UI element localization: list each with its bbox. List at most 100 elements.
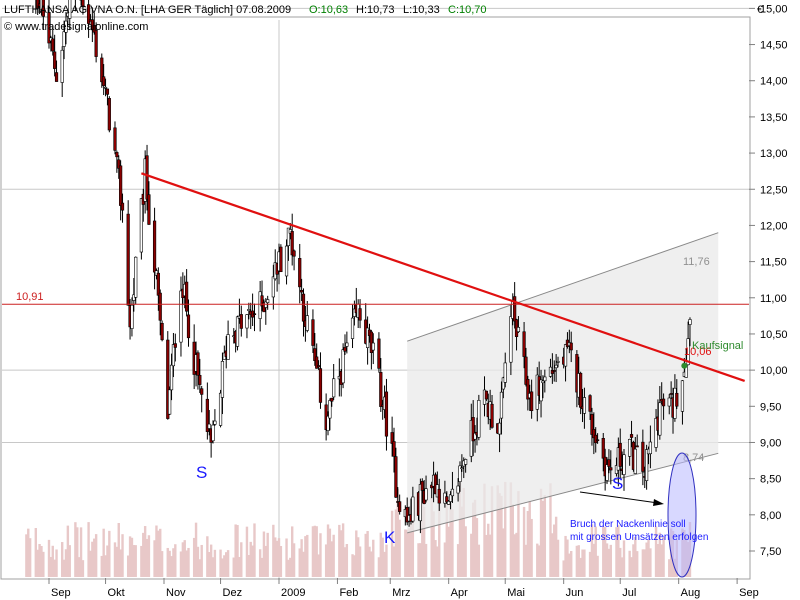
y-tick-label: 7,50 — [760, 546, 781, 558]
candle-body — [398, 501, 402, 512]
volume-bar — [603, 527, 607, 577]
volume-bar — [285, 538, 288, 577]
candle-body — [345, 342, 349, 347]
volume-bar — [570, 550, 573, 577]
candle-body — [522, 331, 526, 357]
volume-bar — [377, 557, 381, 577]
volume-bar — [496, 485, 499, 577]
candle-body — [350, 317, 355, 339]
candle-body — [247, 309, 251, 311]
candle-body — [445, 496, 449, 503]
volume-bar — [554, 516, 558, 577]
candle-body — [218, 392, 223, 426]
volume-bar — [211, 557, 215, 577]
volume-bar — [488, 534, 492, 577]
volume-bar — [381, 537, 384, 577]
x-axis: Sep Okt Nov Dez 2009 Feb Mrz Apr Mai Jun Jul Aug Sep — [48, 578, 759, 599]
volume-bar — [634, 536, 637, 577]
volume-bar — [87, 522, 90, 577]
candle-body — [501, 377, 505, 390]
volume-bar — [483, 483, 486, 577]
candle-body — [579, 372, 583, 408]
volume-bar — [632, 544, 635, 577]
candle-body — [311, 319, 315, 346]
candle-body — [211, 424, 215, 442]
volume-bar — [658, 532, 662, 577]
candle-body — [661, 398, 666, 407]
volume-bar — [172, 548, 175, 577]
volume-bar — [477, 544, 481, 577]
candle-body — [484, 390, 488, 400]
candle-body — [126, 213, 130, 306]
x-tick-label: Jul — [622, 587, 636, 599]
y-tick-label: 9,00 — [760, 437, 781, 449]
candle-body — [596, 439, 600, 442]
volume-bar — [142, 532, 145, 577]
candle-body — [447, 501, 451, 505]
volume-bar — [179, 551, 183, 577]
volume-bar — [68, 545, 71, 577]
volume-bar — [432, 511, 435, 577]
candle-body — [592, 429, 596, 439]
candle-body — [601, 438, 605, 459]
x-tick-label: Sep — [51, 587, 71, 599]
volume-bar — [27, 528, 30, 577]
volume-bar — [113, 542, 117, 577]
pattern-left-shoulder: S — [196, 463, 207, 482]
candle-body — [64, 20, 68, 33]
volume-bar — [594, 526, 597, 577]
volume-bar — [249, 541, 252, 577]
volume-bar — [434, 540, 437, 577]
volume-bar — [194, 522, 198, 577]
candle-body — [316, 365, 321, 368]
candle-body — [516, 327, 521, 333]
candle-body — [328, 400, 332, 419]
volume-bar — [366, 531, 369, 577]
volume-bar — [645, 542, 648, 577]
volume-bar — [187, 547, 190, 577]
candle-body — [563, 344, 568, 367]
y-tick-label: 11,50 — [760, 257, 787, 269]
y-tick-label: 14,00 — [760, 76, 788, 88]
candle-body — [622, 454, 626, 475]
volume-bar — [647, 539, 650, 577]
volume-bar — [445, 492, 448, 577]
candle-body — [645, 449, 649, 481]
candle-body — [605, 464, 609, 481]
volume-bar — [166, 547, 169, 577]
volume-bar — [140, 545, 143, 577]
candle-body — [680, 380, 685, 412]
volume-bar — [635, 551, 639, 577]
volume-bar — [258, 549, 262, 577]
annotation-note-line2: mit grossen Umsätzen erfolgen — [570, 532, 708, 543]
candle-body — [252, 313, 257, 315]
volume-highlight-ellipse — [667, 452, 697, 578]
volume-bar — [509, 482, 513, 577]
volume-bar — [145, 538, 149, 577]
volume-bar — [641, 549, 645, 577]
candle-body — [332, 378, 336, 398]
candle-body — [213, 420, 217, 425]
candle-body — [688, 319, 692, 325]
volume-bar — [100, 555, 103, 577]
candle-body — [503, 362, 507, 383]
volume-bar — [596, 555, 599, 577]
candle-body — [166, 339, 170, 419]
low-value: L:10,33 — [403, 4, 440, 16]
candle-body — [379, 372, 383, 407]
volume-bar — [300, 539, 303, 577]
volume-bar — [200, 544, 203, 577]
candle-body — [62, 31, 66, 47]
volume-bar — [668, 559, 671, 577]
candle-body — [458, 465, 462, 482]
candle-body — [450, 488, 455, 497]
volume-bar — [159, 528, 162, 577]
volume-bar — [553, 524, 556, 577]
volume-bar — [609, 544, 613, 577]
channel-lower-line — [407, 452, 719, 534]
volume-bar — [266, 532, 269, 577]
annotation-arrow-head — [653, 499, 664, 506]
candle-body — [420, 481, 424, 491]
candle-body — [318, 368, 323, 403]
volume-bar — [490, 486, 494, 577]
